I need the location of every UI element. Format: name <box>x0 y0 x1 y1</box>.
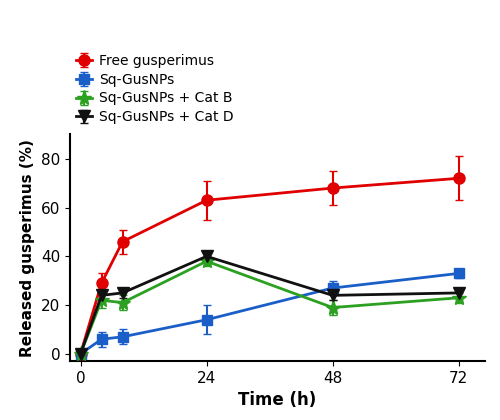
X-axis label: Time (h): Time (h) <box>238 391 316 409</box>
Y-axis label: Released gusperimus (%): Released gusperimus (%) <box>20 139 36 357</box>
Legend: Free gusperimus, Sq-GusNPs, Sq-GusNPs + Cat B, Sq-GusNPs + Cat D: Free gusperimus, Sq-GusNPs, Sq-GusNPs + … <box>70 48 239 130</box>
